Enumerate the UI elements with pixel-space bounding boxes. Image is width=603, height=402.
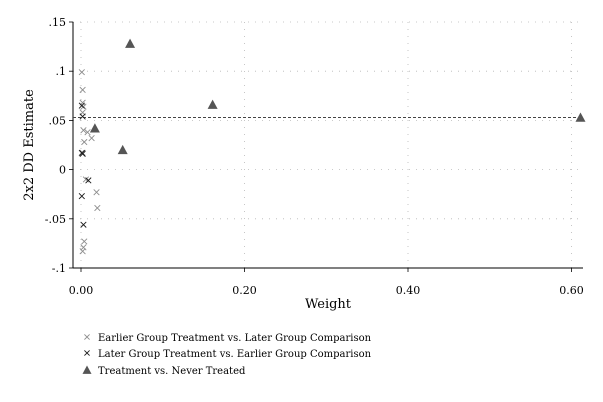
marker-stroke: [85, 177, 92, 184]
point-later-vs-earlier: [78, 102, 85, 109]
marker-stroke: [80, 127, 87, 134]
marker-stroke: [93, 189, 100, 196]
legend-marker-x: [84, 350, 90, 356]
x-tick-label: 0.00: [69, 284, 94, 297]
marker-stroke: [84, 129, 91, 136]
marker-stroke: [79, 113, 86, 120]
legend-marker-x: [84, 334, 90, 340]
marker-stroke: [84, 350, 90, 356]
plot-area: [73, 22, 583, 268]
y-tick-label: 0: [59, 164, 66, 177]
point-treatment-vs-never-treated: [117, 144, 128, 155]
point-treatment-vs-never-treated: [575, 112, 586, 122]
point-earlier-vs-later: [84, 129, 91, 136]
marker-stroke: [78, 69, 85, 76]
marker-stroke: [94, 204, 101, 212]
point-later-vs-earlier: [85, 177, 92, 184]
point-later-vs-earlier: [78, 193, 85, 200]
y-tick-label: -.1: [52, 262, 66, 275]
x-tick-label: 0.60: [559, 284, 584, 297]
y-tick-label: .1: [56, 65, 67, 78]
marker-stroke: [79, 150, 86, 157]
legend: Earlier Group Treatment vs. Later Group …: [82, 333, 372, 377]
point-earlier-vs-later: [78, 69, 85, 76]
x-axis-title: Weight: [305, 297, 352, 312]
marker-stroke: [80, 221, 87, 228]
point-treatment-vs-never-treated: [125, 38, 136, 48]
point-earlier-vs-later: [79, 149, 86, 156]
marker-stroke: [78, 193, 85, 200]
marker-stroke: [84, 334, 90, 340]
point-later-vs-earlier: [80, 221, 87, 228]
marker-stroke: [79, 86, 86, 94]
legend-label: Later Group Treatment vs. Earlier Group …: [98, 349, 372, 360]
x-tick-label: 0.20: [232, 284, 257, 297]
point-earlier-vs-later: [80, 103, 87, 110]
marker-stroke: [80, 244, 87, 251]
legend-label: Treatment vs. Never Treated: [98, 366, 246, 377]
point-treatment-vs-never-treated: [207, 99, 218, 109]
axes: -.1 -.05 0 .05 .1 .15 0.00 0.20 0.40 0.60: [45, 16, 584, 297]
marker-stroke: [78, 102, 85, 109]
marker-stroke: [79, 248, 86, 255]
point-earlier-vs-later: [81, 138, 88, 146]
point-later-vs-earlier: [79, 150, 86, 157]
point-treatment-vs-never-treated: [89, 123, 100, 133]
legend-label: Earlier Group Treatment vs. Later Group …: [98, 333, 372, 344]
legend-marker-triangle: [82, 365, 92, 374]
point-earlier-vs-later: [79, 248, 86, 255]
marker-stroke: [88, 134, 95, 142]
point-earlier-vs-later: [79, 86, 86, 94]
x-tick-label: 0.40: [396, 284, 421, 297]
point-earlier-vs-later: [88, 134, 95, 142]
point-earlier-vs-later: [80, 127, 87, 134]
data-points: [78, 38, 586, 255]
point-earlier-vs-later: [94, 204, 101, 212]
point-later-vs-earlier: [79, 113, 86, 120]
marker-stroke: [81, 138, 88, 146]
y-tick-label: .05: [49, 114, 67, 127]
y-tick-label: -.05: [45, 213, 66, 226]
marker-stroke: [79, 149, 86, 156]
marker-stroke: [80, 103, 87, 110]
marker-stroke: [82, 176, 90, 183]
marker-stroke: [81, 238, 88, 245]
y-axis-title: 2x2 DD Estimate: [22, 89, 37, 201]
point-earlier-vs-later: [81, 238, 88, 245]
y-tick-label: .15: [49, 16, 67, 29]
point-earlier-vs-later: [93, 189, 100, 196]
